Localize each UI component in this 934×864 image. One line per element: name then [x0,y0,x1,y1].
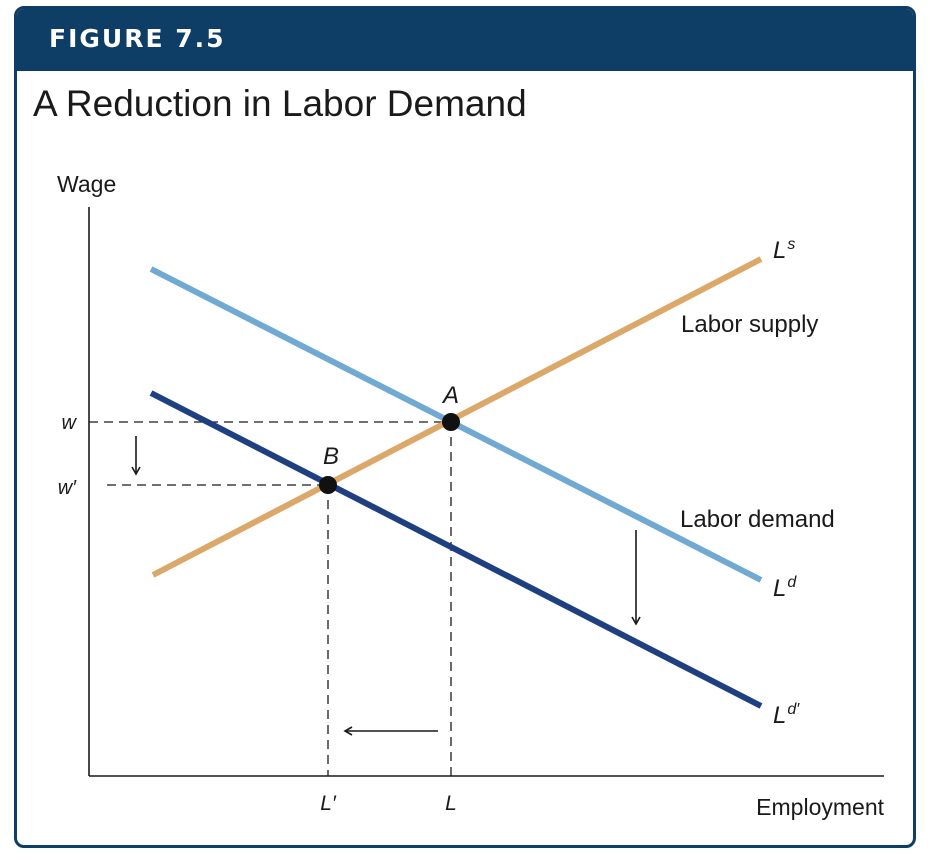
demand-curve-symbol: Ld [773,574,797,602]
supply-curve-name: Labor supply [681,311,818,338]
tick-label-l-prime: L′ [320,792,337,815]
x-axis-label: Employment [756,794,884,820]
tick-label-w-prime: w′ [58,477,77,499]
tick-label-w: w [62,412,78,434]
point-label-a: A [441,382,459,409]
equilibrium-point-a [442,413,460,431]
figure-header-bar: FIGURE 7.5 [17,9,913,71]
labor-demand-new-curve [149,390,763,709]
point-label-b: B [323,443,339,470]
figure-frame: FIGURE 7.5 [14,6,916,848]
demand-new-curve-symbol: Ld′ [773,701,800,729]
supply-curve-symbol: Ls [773,236,795,264]
demand-curve-name: Labor demand [680,506,835,533]
equilibrium-point-b [319,476,337,494]
figure-label: FIGURE 7.5 [49,24,226,53]
y-axis-label: Wage [57,171,116,197]
tick-label-l: L [445,792,457,815]
figure-title: A Reduction in Labor Demand [33,83,527,124]
